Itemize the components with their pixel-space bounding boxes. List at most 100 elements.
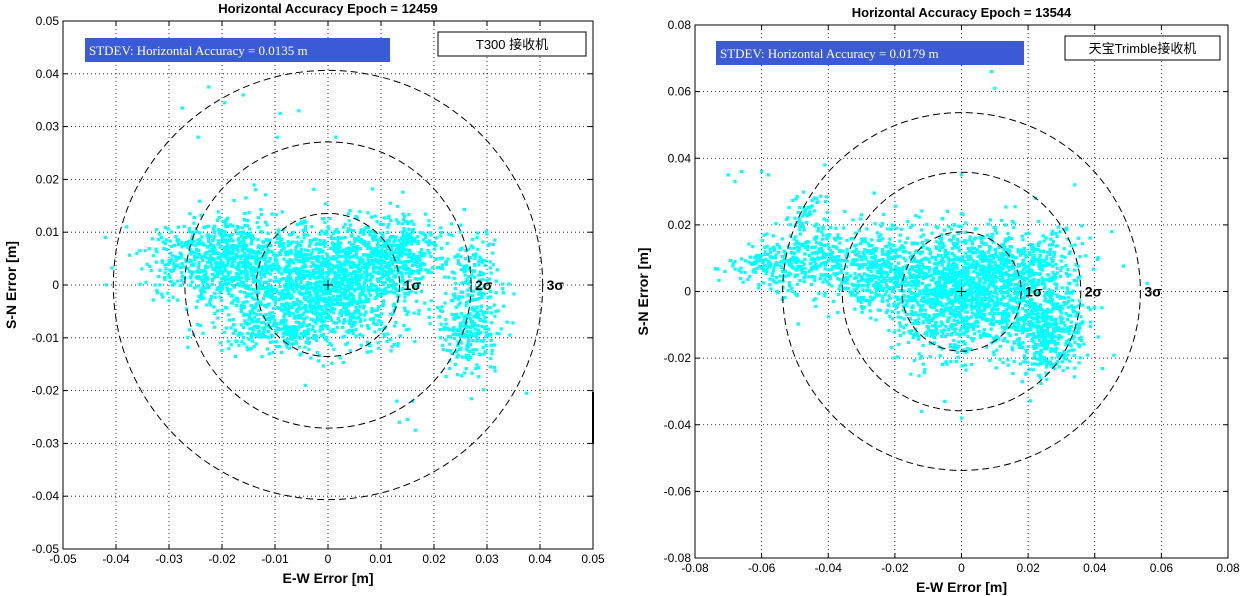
chart-0-data-point bbox=[467, 275, 471, 279]
chart-0-data-point bbox=[294, 240, 299, 244]
chart-0-data-point bbox=[316, 241, 320, 246]
chart-1-data-point bbox=[879, 224, 883, 228]
chart-0-data-point bbox=[366, 324, 370, 328]
chart-0-data-point bbox=[424, 240, 428, 244]
chart-0-data-point bbox=[277, 230, 281, 234]
chart-1-data-point bbox=[965, 299, 969, 303]
chart-0-data-point bbox=[219, 283, 223, 287]
chart-0-data-point bbox=[222, 250, 226, 254]
chart-0-data-point bbox=[419, 290, 424, 294]
chart-0-y-tick-label: -0.03 bbox=[32, 436, 60, 450]
chart-0-data-point bbox=[247, 211, 251, 215]
chart-0-data-point bbox=[390, 252, 394, 256]
chart-0-data-point bbox=[294, 329, 298, 333]
chart-1-data-point bbox=[1066, 318, 1070, 322]
chart-1-data-point bbox=[935, 314, 939, 318]
chart-0-data-point bbox=[338, 356, 342, 360]
chart-0-data-point bbox=[190, 280, 194, 284]
chart-1-data-point bbox=[968, 290, 973, 294]
chart-1-data-point bbox=[973, 313, 977, 317]
chart-1-data-point bbox=[934, 245, 939, 249]
chart-0-data-point bbox=[421, 232, 425, 236]
chart-1-data-point bbox=[1031, 304, 1035, 308]
chart-0-data-point bbox=[312, 187, 316, 191]
chart-0-data-point bbox=[394, 235, 398, 239]
chart-0-data-point bbox=[481, 319, 485, 323]
chart-0-data-point bbox=[348, 250, 352, 254]
chart-1-data-point bbox=[1051, 298, 1055, 302]
chart-0-data-point bbox=[304, 220, 308, 224]
chart-0-data-point bbox=[344, 269, 348, 274]
chart-1-data-point bbox=[958, 296, 962, 300]
chart-1-data-point bbox=[1025, 289, 1029, 294]
chart-0-data-point bbox=[370, 258, 374, 262]
chart-0-data-point bbox=[321, 281, 325, 285]
chart-1-data-point bbox=[964, 327, 968, 331]
chart-0-data-point bbox=[368, 246, 373, 250]
chart-0-data-point bbox=[217, 228, 221, 232]
chart-0-data-point bbox=[300, 292, 304, 296]
chart-1-data-point bbox=[1027, 301, 1031, 305]
chart-1-data-point bbox=[1070, 304, 1074, 308]
chart-0-data-point bbox=[351, 320, 356, 324]
chart-1-data-point bbox=[1013, 291, 1017, 295]
chart-0-data-point bbox=[281, 297, 286, 301]
chart-0-data-point bbox=[163, 277, 167, 281]
chart-1-data-point bbox=[915, 318, 919, 323]
chart-0-data-point bbox=[361, 265, 365, 269]
chart-0-data-point bbox=[467, 247, 471, 251]
chart-0-data-point bbox=[329, 329, 333, 333]
chart-0-data-point bbox=[267, 250, 271, 254]
chart-0-data-point bbox=[354, 252, 358, 256]
chart-1-data-point bbox=[938, 292, 942, 296]
chart-0-data-point bbox=[370, 215, 374, 219]
chart-0-data-point bbox=[218, 261, 222, 265]
chart-0-data-point bbox=[262, 330, 266, 334]
chart-1-data-point bbox=[964, 221, 968, 225]
chart-1-data-point bbox=[922, 371, 927, 375]
chart-0-data-point bbox=[490, 321, 494, 325]
chart-0-data-point bbox=[250, 241, 254, 245]
chart-1-data-point bbox=[1004, 290, 1008, 295]
chart-0-data-point bbox=[370, 251, 374, 255]
chart-1-data-point bbox=[1067, 296, 1071, 300]
chart-0-data-point bbox=[470, 298, 474, 302]
chart-0-data-point bbox=[289, 311, 293, 315]
chart-1-data-point bbox=[949, 263, 953, 268]
chart-1-data-point bbox=[946, 292, 950, 296]
chart-0-data-point bbox=[356, 276, 360, 280]
chart-1-data-point bbox=[994, 280, 998, 284]
chart-1-data-point bbox=[951, 242, 956, 246]
chart-0-data-point bbox=[269, 272, 273, 276]
chart-0-data-point bbox=[262, 286, 266, 291]
chart-1-data-point bbox=[921, 362, 925, 366]
chart-0-data-point bbox=[249, 347, 253, 351]
chart-0-data-point bbox=[225, 247, 229, 251]
chart-1-data-point bbox=[992, 350, 996, 354]
chart-1-data-point bbox=[873, 222, 877, 226]
chart-1-data-point bbox=[1021, 324, 1025, 328]
chart-0-data-point bbox=[317, 267, 321, 271]
chart-0-data-point bbox=[345, 247, 349, 251]
chart-0-data-point bbox=[398, 334, 402, 338]
chart-0-data-point bbox=[309, 286, 313, 290]
chart-0-data-point bbox=[272, 262, 276, 266]
chart-0-data-point bbox=[366, 326, 370, 330]
chart-1-data-point bbox=[1010, 253, 1014, 258]
chart-0-data-point bbox=[264, 335, 268, 339]
chart-0-data-point bbox=[381, 267, 385, 271]
chart-1-data-point bbox=[946, 256, 950, 260]
chart-1-data-point bbox=[893, 295, 897, 299]
chart-0-data-point bbox=[160, 292, 164, 296]
chart-0-data-point bbox=[422, 253, 426, 258]
chart-0-data-point bbox=[163, 225, 167, 230]
chart-0-data-point bbox=[281, 331, 285, 335]
chart-0-data-point bbox=[201, 281, 205, 286]
chart-0-data-point bbox=[206, 237, 211, 241]
chart-0-data-point bbox=[396, 246, 400, 250]
chart-0-data-point bbox=[344, 342, 348, 347]
chart-0-data-point bbox=[215, 274, 219, 278]
chart-0-data-point bbox=[357, 273, 361, 277]
chart-0-data-point bbox=[313, 329, 317, 333]
chart-1-data-point bbox=[1006, 283, 1011, 287]
